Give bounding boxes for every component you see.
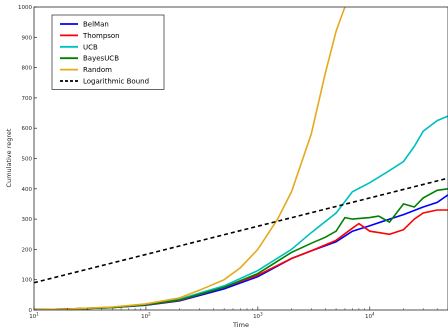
y-tick-label: 0 [29,308,33,314]
legend-label-ucb: UCB [83,43,98,51]
x-tick-label: 102 [141,312,151,321]
x-axis-label: Time [232,321,249,329]
series-line-bayesucb [34,188,448,310]
legend-label-logarithmic-bound: Logarithmic Bound [83,78,149,86]
y-tick-label: 500 [22,157,33,163]
y-tick-label: 400 [22,187,33,193]
y-tick-label: 700 [22,96,33,102]
legend-label-thompson: Thompson [82,32,120,40]
legend-label-bayesucb: BayesUCB [83,55,119,63]
x-tick-label: 103 [253,312,263,321]
y-axis-label: Cumulative regret [5,128,13,187]
series-line-logarithmic-bound [34,177,448,284]
y-tick-label: 800 [22,66,33,72]
y-tick-label: 100 [22,278,33,284]
y-tick-label: 600 [22,126,33,132]
x-tick-label: 104 [365,312,375,321]
series-line-random [34,7,346,310]
x-tick-label: 101 [29,312,39,321]
y-tick-label: 1000 [18,5,32,11]
series-layer [34,7,448,310]
legend-label-belman: BelMan [83,21,109,29]
ticks-layer: 0 100 200 300 400 500 600 700 800 900 1000 101 102 10… [18,5,448,320]
y-tick-label: 300 [22,217,33,223]
legend-box [51,14,165,90]
y-tick-label: 200 [22,247,33,253]
legend: BelMan Thompson UCB BayesUCB Random Logarithm… [51,14,165,90]
y-tick-label: 900 [22,35,33,41]
legend-label-random: Random [83,66,112,74]
